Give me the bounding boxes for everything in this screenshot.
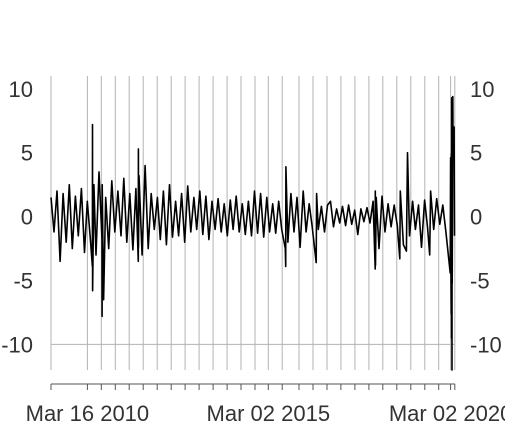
y-tick-label-left: 10 bbox=[9, 77, 33, 102]
axes: 10 10 5 5 0 0 -5 -5 -10 -10 Mar 16 2010 Mar 02 2015… bbox=[1, 77, 505, 426]
y-tick-label-left: 5 bbox=[21, 141, 33, 166]
y-tick-label-left: -5 bbox=[13, 269, 33, 294]
x-tick-label: Mar 02 2015 bbox=[207, 401, 331, 426]
y-tick-label-left: 0 bbox=[21, 205, 33, 230]
x-tick-label: Mar 16 2010 bbox=[26, 401, 150, 426]
series-line bbox=[50, 95, 456, 371]
y-tick-label-right: 0 bbox=[470, 205, 482, 230]
x-tick-label: Mar 02 2020 bbox=[389, 401, 505, 426]
y-tick-label-right: -10 bbox=[470, 332, 502, 357]
y-tick-label-right: 5 bbox=[470, 141, 482, 166]
y-tick-label-right: -5 bbox=[470, 269, 490, 294]
y-tick-label-right: 10 bbox=[470, 77, 494, 102]
y-tick-label-left: -10 bbox=[1, 332, 33, 357]
series-layer bbox=[50, 95, 456, 371]
